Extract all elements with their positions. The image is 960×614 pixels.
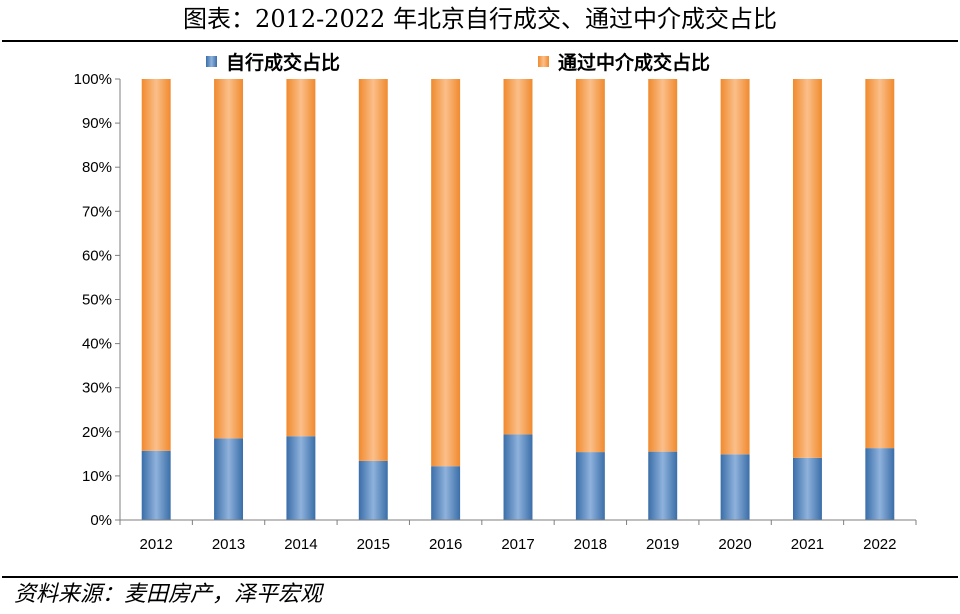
bar-agency <box>792 79 822 458</box>
bar-self <box>141 450 171 520</box>
y-tick-label: 50% <box>82 292 112 309</box>
bar-self <box>720 454 750 520</box>
chart-title: 图表：2012-2022 年北京自行成交、通过中介成交占比 <box>183 5 777 33</box>
x-tick-label: 2014 <box>284 536 317 553</box>
legend-label-agency: 通过中介成交占比 <box>558 51 710 74</box>
bar-agency <box>720 79 750 455</box>
y-tick-label: 10% <box>82 468 112 485</box>
bar-agency <box>141 79 171 451</box>
x-tick-label: 2013 <box>212 536 245 553</box>
bar-agency <box>575 79 605 453</box>
y-tick-label: 70% <box>82 203 112 220</box>
legend-label-self: 自行成交占比 <box>226 51 340 74</box>
x-tick-label: 2012 <box>139 536 172 553</box>
bar-self <box>286 436 316 520</box>
x-tick-label: 2022 <box>863 536 896 553</box>
y-tick-label: 40% <box>82 336 112 353</box>
bar-agency <box>431 79 461 467</box>
bars <box>141 79 895 520</box>
y-tick-label: 20% <box>82 424 112 441</box>
bar-agency <box>286 79 316 437</box>
y-tick-label: 80% <box>82 159 112 176</box>
legend: 自行成交占比 通过中介成交占比 <box>206 51 710 74</box>
title-rule <box>2 40 958 42</box>
bar-agency <box>214 79 244 439</box>
bar-agency <box>648 79 678 452</box>
bar-self <box>431 466 461 520</box>
x-tick-label: 2020 <box>718 536 751 553</box>
bar-self <box>865 448 895 520</box>
bar-self <box>358 460 388 520</box>
bar-agency <box>358 79 388 461</box>
bar-agency <box>865 79 895 449</box>
x-axis: 2012 2013 2014 2015 2016 2017 2018 2019 2020 2021… <box>119 519 917 553</box>
source-rule <box>2 576 958 578</box>
bar-self <box>648 451 678 520</box>
x-tick-label: 2016 <box>429 536 462 553</box>
y-tick-label: 60% <box>82 247 112 264</box>
x-tick-label: 2019 <box>646 536 679 553</box>
bar-self <box>792 457 822 520</box>
source-note: 资料来源：麦田房产，泽平宏观 <box>14 582 323 607</box>
y-axis: 0% 10% 20% 30% 40% 50% 60% 70% 80% 90% 100% <box>74 71 121 529</box>
y-tick-label: 90% <box>82 115 112 132</box>
y-tick-label: 100% <box>74 71 112 88</box>
x-tick-label: 2015 <box>357 536 390 553</box>
x-tick-label: 2017 <box>501 536 534 553</box>
y-tick-label: 0% <box>90 512 112 529</box>
legend-swatch-agency <box>538 56 549 67</box>
bar-self <box>503 434 533 520</box>
bar-self <box>214 438 244 520</box>
x-tick-label: 2018 <box>574 536 607 553</box>
x-tick-label: 2021 <box>791 536 824 553</box>
stacked-bar-chart: 自行成交占比 通过中介成交占比 0% 10% 20% 30% 40% 50% 60% 70% 8… <box>74 51 917 553</box>
bar-self <box>575 452 605 520</box>
y-tick-label: 30% <box>82 380 112 397</box>
legend-swatch-self <box>206 56 217 67</box>
bar-agency <box>503 79 533 435</box>
